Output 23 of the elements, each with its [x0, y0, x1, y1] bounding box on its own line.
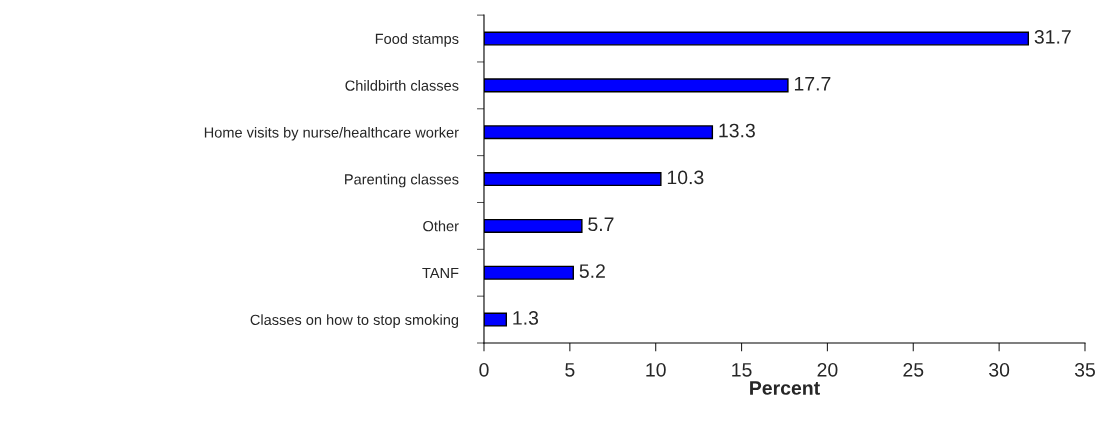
data-label: 17.7 — [794, 77, 831, 91]
x-axis-title: Percent — [750, 381, 820, 395]
x-tick-label: 25 — [903, 362, 924, 377]
data-label: 5.2 — [579, 264, 605, 278]
x-tick-label: 20 — [817, 362, 838, 377]
x-tick-label: 30 — [989, 362, 1010, 377]
x-tick-label: 10 — [646, 362, 666, 377]
data-label: 13.3 — [719, 123, 755, 138]
y-tick-label: Other — [423, 220, 459, 232]
y-tick-label: Parenting classes — [345, 173, 459, 188]
x-tick-label: 5 — [565, 363, 575, 377]
x-tick-label: 15 — [732, 363, 752, 377]
y-tick-label: Childbirth classes — [345, 80, 459, 91]
y-tick-label: Food stamps — [375, 33, 459, 47]
data-label: 1.3 — [513, 311, 539, 325]
y-tick-label: TANF — [422, 268, 459, 279]
x-tick-label: 0 — [479, 362, 489, 377]
data-label: 31.7 — [1034, 29, 1071, 44]
y-tick-label: Classes on how to stop smoking — [250, 314, 459, 328]
y-tick-label: Home visits by nurse/healthcare worker — [204, 126, 459, 141]
data-label: 10.3 — [667, 170, 704, 185]
data-label: 5.7 — [588, 217, 614, 232]
x-tick-label: 35 — [1074, 362, 1095, 377]
